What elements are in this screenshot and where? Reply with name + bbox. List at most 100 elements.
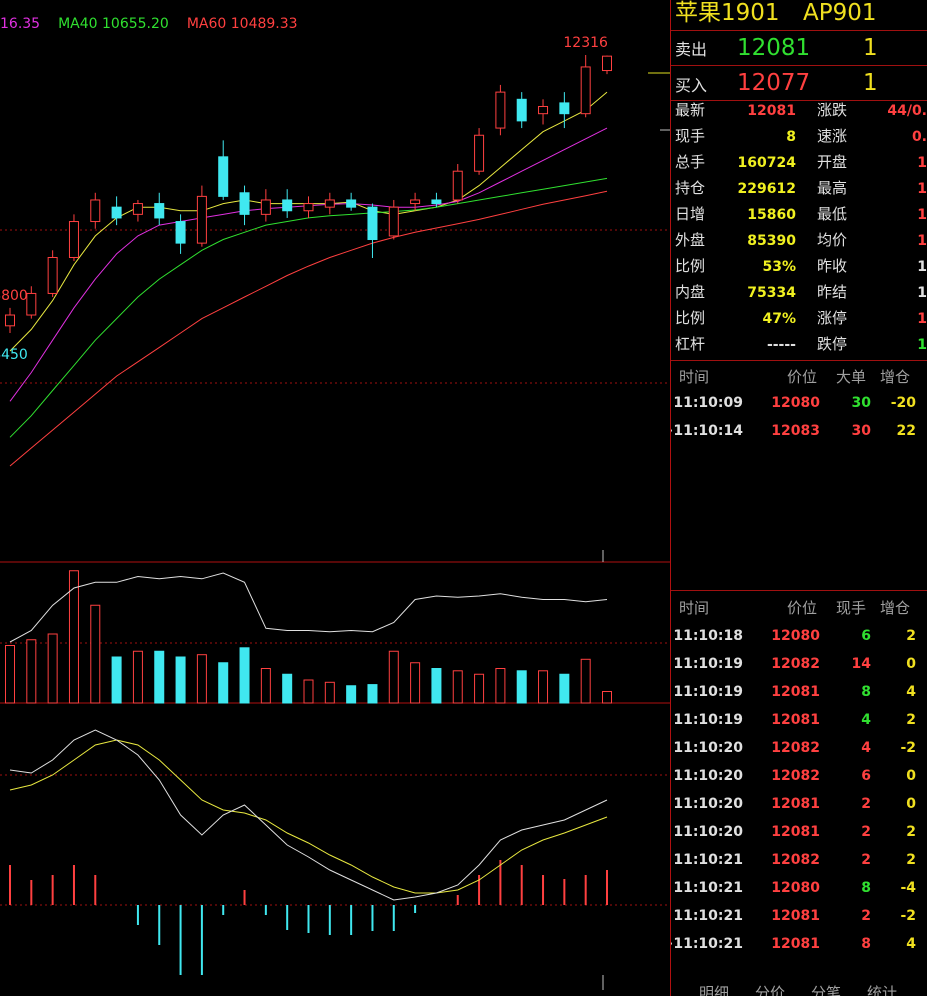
volume-bar [47,633,58,704]
stat-label: 杠杆 [675,335,706,353]
candle-body [580,66,591,115]
volume-bar [111,656,122,704]
trade-price: 12082 [771,656,820,672]
tab: 统计 [867,984,898,996]
tab: 分笔 [811,984,842,996]
stat-label: 最新 [675,101,706,119]
quote-panel: 苹果1901 AP901 卖出 12081 1 买入 12077 1 最新 120… [671,0,927,996]
tab: 明细 [699,984,730,996]
high-label: 8800 [0,288,28,304]
stat-value: 1 [917,337,927,353]
stat-value: 1 [917,207,927,223]
title-code: AP901 [803,0,877,26]
stat-value: ----- [766,337,796,353]
sell-qty: 1 [863,35,878,61]
trade-time: 11:10:21 [673,880,743,896]
candle-body [559,102,570,115]
volume-bar [324,681,335,704]
trade-time: 11:10:20 [673,824,743,840]
trade-oi-change: 0 [906,768,916,784]
candle-body [111,206,122,219]
candle-body [154,203,165,219]
volume-bar [5,645,15,704]
volume-bar [580,658,591,704]
volume-bar [474,673,485,704]
candle-body [47,256,58,294]
trade-time: 11:10:21 [673,852,743,868]
table-header: 价位 [787,599,818,617]
trade-oi-change: 2 [906,824,916,840]
candle-body [90,199,101,223]
trade-oi-change: -2 [900,740,916,756]
candle-body [474,134,485,172]
stat-value: 0. [911,129,927,145]
trade-volume: 2 [861,796,871,812]
trade-oi-change: 0 [906,656,916,672]
high-label: 12316 [563,35,608,51]
table-header: 大单 [836,368,867,386]
trade-volume: 4 [861,740,871,756]
stat-label: 最低 [817,205,848,223]
volume-bar [495,668,506,704]
trade-price: 12081 [771,824,820,840]
stat-value: 1 [917,285,927,301]
stat-label: 最高 [817,179,848,197]
trade-price: 12080 [771,880,820,896]
trade-oi-change: 2 [906,712,916,728]
trade-price: 12081 [771,796,820,812]
volume-bar [175,656,186,704]
volume-bar [218,662,229,704]
volume-bar [26,639,37,704]
volume-bar [196,654,207,704]
trade-time: 11:10:20 [673,768,743,784]
volume-bar [410,662,421,704]
stat-value: 1 [917,233,927,249]
stat-value: 160724 [737,155,796,171]
ma-label: MA60 10489.33 [187,16,298,32]
candle-body [26,292,37,316]
trade-time: 11:10:20 [673,740,743,756]
trade-price: 12082 [771,740,820,756]
trade-price: 12082 [771,852,820,868]
volume-bar [431,668,442,704]
stat-label: 现手 [675,127,706,145]
candle-body [516,98,527,122]
candle-body [538,105,549,115]
stat-label: 速涨 [817,127,848,145]
sell-price: 12081 [737,35,811,61]
trade-volume: 30 [851,395,871,411]
volume-bar [260,668,271,704]
trade-volume: 2 [861,908,871,924]
separator [671,30,927,31]
trade-time: >11:10:21 [671,936,743,952]
trade-volume: 2 [861,852,871,868]
stat-value: 44/0. [887,103,927,119]
trade-volume: 30 [851,423,871,439]
stat-label: 涨跌 [817,101,848,119]
trade-oi-change: 4 [906,684,916,700]
stat-label: 外盘 [675,231,706,249]
trade-time: 11:10:19 [673,684,743,700]
buy-price: 12077 [737,70,811,96]
volume-bar [516,670,527,704]
candle-body [452,170,463,201]
separator [671,100,927,101]
candle-body [602,55,612,72]
stat-label: 总手 [675,153,706,171]
volume-bar [538,670,549,704]
candle-body [431,199,442,205]
trade-volume: 4 [861,712,871,728]
dea-line [9,739,608,894]
buy-label: 买入 [675,76,708,95]
trade-time: 11:10:19 [673,656,743,672]
title-name: 苹果1901 [675,0,780,26]
volume-bar [90,604,101,704]
stat-value: 47% [762,311,796,327]
trade-time: >11:10:14 [671,423,743,439]
tab: 分价 [755,984,786,996]
low-label: 8450 [0,347,28,363]
trade-time: 11:10:18 [673,628,743,644]
candle-body [196,195,207,244]
trade-price: 12082 [771,768,820,784]
